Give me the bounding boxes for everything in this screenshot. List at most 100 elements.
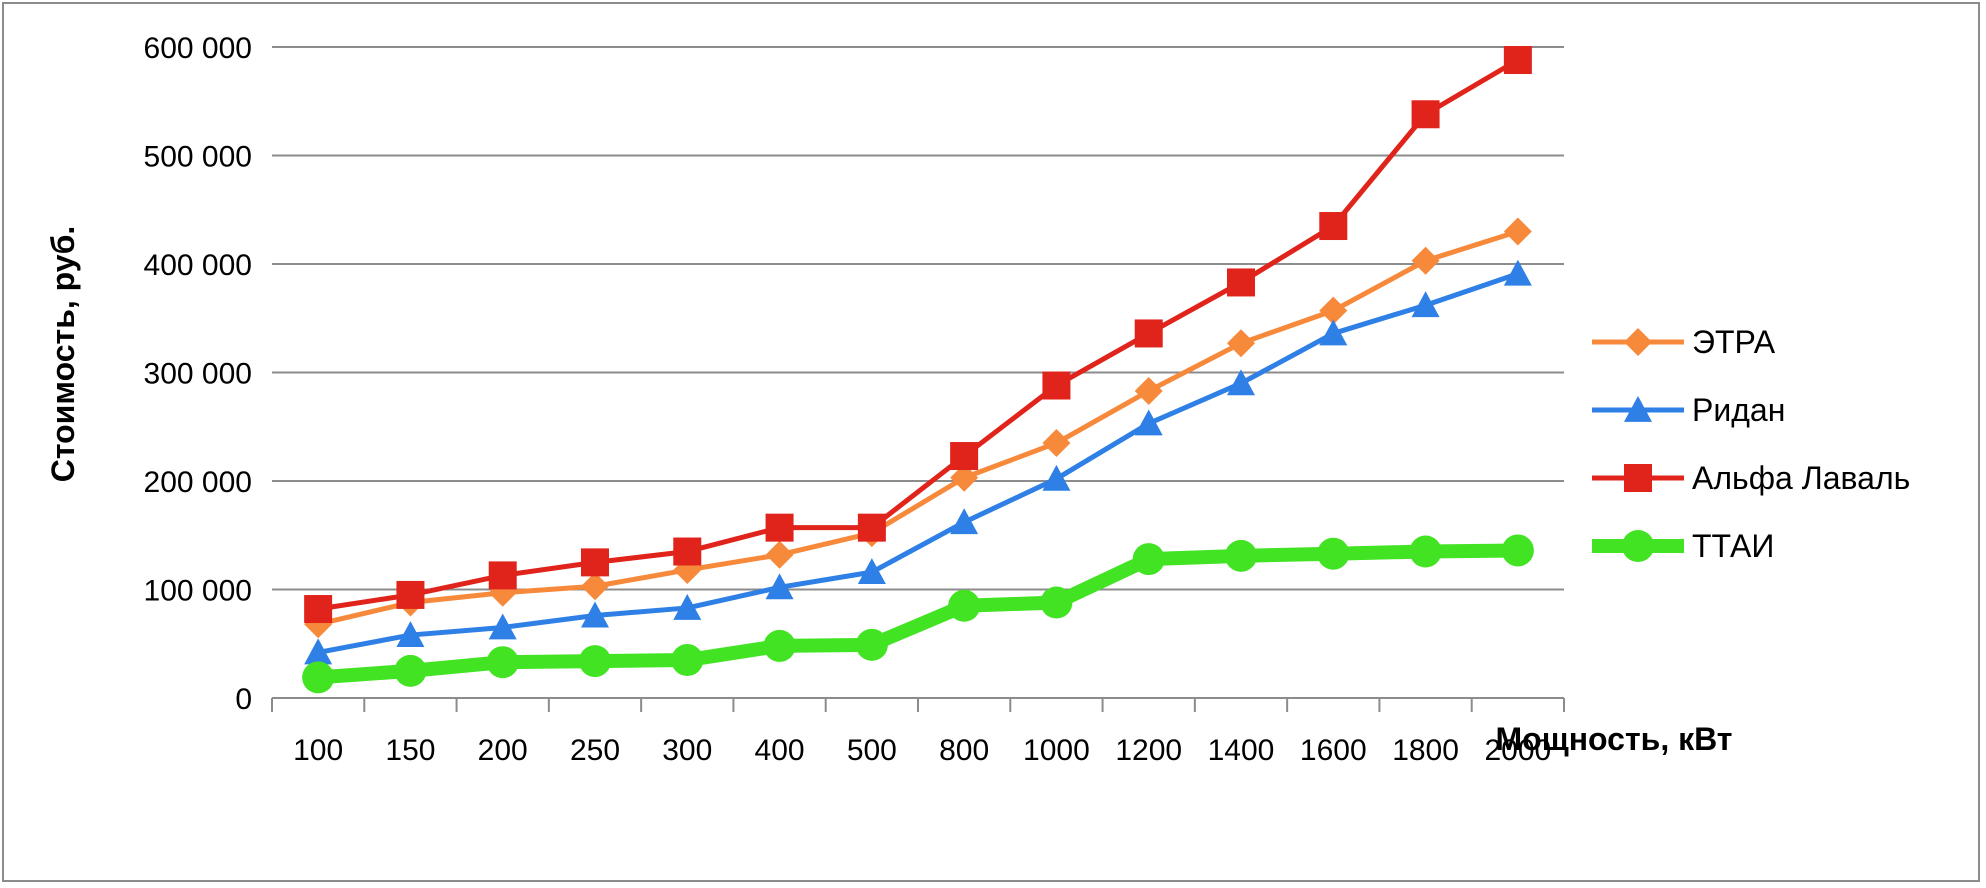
y-tick-label: 400 000 xyxy=(144,249,252,282)
y-tick-labels: 0 100 000 200 000 300 000 400 000 500 000 600 … xyxy=(144,32,252,716)
data-point xyxy=(1501,534,1534,567)
x-tick-label: 250 xyxy=(570,734,620,767)
data-point xyxy=(857,558,886,585)
data-point xyxy=(1134,409,1163,436)
data-point xyxy=(673,593,702,620)
legend-marker xyxy=(1624,464,1652,492)
series-lines xyxy=(302,46,1534,694)
data-point xyxy=(763,629,796,662)
data-point xyxy=(1227,369,1255,396)
x-tick-label: 400 xyxy=(755,734,805,767)
data-point xyxy=(765,573,794,600)
x-tick-label: 100 xyxy=(293,734,343,767)
data-point xyxy=(1227,268,1255,297)
data-point xyxy=(1503,259,1532,286)
data-point xyxy=(581,601,609,628)
data-point xyxy=(579,645,611,678)
series-0 xyxy=(304,217,1532,639)
series-line xyxy=(317,57,1520,612)
data-point xyxy=(950,463,979,492)
x-tick-label: 2000 xyxy=(1484,734,1551,767)
legend: ЭТРА Ридан Альфа Лаваль ТТАИ xyxy=(1592,324,1910,564)
legend-marker xyxy=(1624,328,1652,356)
data-point xyxy=(857,513,886,542)
data-point xyxy=(302,661,335,694)
data-point xyxy=(394,654,427,687)
gridlines xyxy=(272,46,1564,591)
legend-item: ЭТРА xyxy=(1592,324,1776,360)
data-point xyxy=(673,537,702,566)
data-point xyxy=(1411,291,1440,318)
legend-label: Альфа Лаваль xyxy=(1692,460,1910,496)
data-point xyxy=(855,628,888,661)
x-tick-label: 800 xyxy=(939,734,989,767)
data-point xyxy=(1503,217,1532,246)
x-axis-title: Мощность, кВт xyxy=(1496,721,1733,757)
x-tick-label: 1800 xyxy=(1392,734,1459,767)
data-point xyxy=(1132,543,1165,576)
data-point xyxy=(1042,464,1071,491)
legend-item: Ридан xyxy=(1592,392,1785,428)
data-point xyxy=(396,580,425,609)
data-point xyxy=(1409,535,1442,568)
legend-label: ЭТРА xyxy=(1692,324,1776,360)
legend-label: Ридан xyxy=(1692,392,1785,428)
data-point xyxy=(304,595,333,624)
data-point xyxy=(396,621,425,647)
data-point xyxy=(1411,246,1440,275)
series-1 xyxy=(304,259,1532,665)
series-3 xyxy=(302,534,1534,694)
data-point xyxy=(1319,212,1348,241)
legend-label: ТТАИ xyxy=(1692,528,1774,564)
data-point xyxy=(950,508,979,535)
x-tick-label: 200 xyxy=(478,734,528,767)
data-point xyxy=(1227,329,1255,358)
data-point xyxy=(304,638,333,665)
data-point xyxy=(765,540,794,569)
data-point xyxy=(765,513,794,542)
y-tick-label: 500 000 xyxy=(144,141,252,174)
data-point xyxy=(1134,319,1163,348)
x-tick-label: 1600 xyxy=(1300,734,1367,767)
series-line xyxy=(317,271,1519,655)
data-point xyxy=(1040,586,1073,619)
x-tick-label: 1200 xyxy=(1115,734,1182,767)
y-tick-label: 600 000 xyxy=(144,32,252,65)
y-tick-label: 200 000 xyxy=(144,466,252,499)
y-tick-label: 100 000 xyxy=(144,575,252,608)
x-tick-label: 300 xyxy=(662,734,712,767)
data-point xyxy=(1134,376,1163,405)
x-tick-label: 500 xyxy=(847,734,897,767)
legend-marker xyxy=(1624,396,1652,422)
x-axis xyxy=(271,697,1565,712)
y-tick-label: 0 xyxy=(235,683,252,716)
data-point xyxy=(1225,539,1257,572)
data-point xyxy=(1411,100,1440,129)
y-axis-title: Стоимость, руб. xyxy=(45,226,81,482)
x-tick-labels: 100 150 200 250 300 400 500 800 1000 1200 1400 1600… xyxy=(293,734,1551,767)
data-point xyxy=(1319,319,1348,346)
x-tick-label: 1400 xyxy=(1208,734,1275,767)
data-point xyxy=(488,561,517,590)
data-point xyxy=(1319,296,1348,325)
data-point xyxy=(581,548,609,577)
legend-item: ТТАИ xyxy=(1592,528,1774,564)
legend-item: Альфа Лаваль xyxy=(1592,460,1910,496)
data-point xyxy=(950,442,979,471)
x-tick-label: 1000 xyxy=(1023,734,1090,767)
data-point xyxy=(488,613,517,640)
series-line xyxy=(317,229,1519,627)
data-point xyxy=(486,646,519,679)
data-point xyxy=(581,572,609,601)
series-2 xyxy=(304,46,1532,624)
data-point xyxy=(948,589,981,622)
legend-marker xyxy=(1622,530,1654,562)
data-point xyxy=(671,644,704,677)
data-point xyxy=(1042,429,1071,458)
data-point xyxy=(1317,537,1350,570)
data-point xyxy=(1503,46,1532,75)
y-tick-label: 300 000 xyxy=(144,358,252,391)
chart-svg: 0 100 000 200 000 300 000 400 000 500 000 600 … xyxy=(45,32,1910,767)
x-tick-label: 150 xyxy=(385,734,435,767)
